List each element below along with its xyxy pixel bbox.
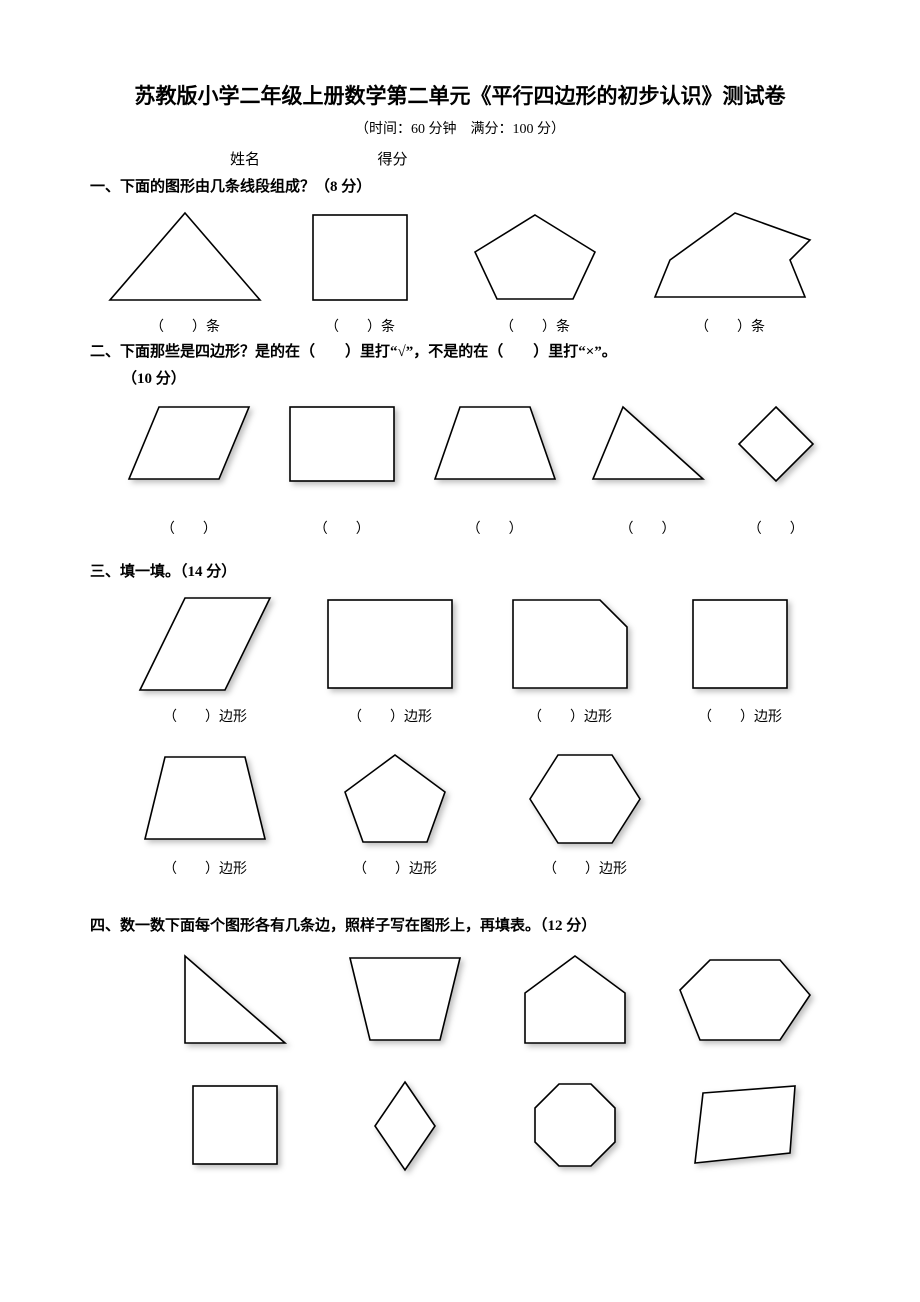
irregular-polygon-shape	[640, 205, 820, 310]
hexagon2-shape	[670, 950, 820, 1050]
square3-shape	[185, 1078, 285, 1173]
s3-label6: （ ）边形	[353, 858, 437, 878]
diamond-shape	[731, 399, 821, 489]
inverted-trapezoid-shape	[340, 950, 470, 1050]
trapezoid-shape	[425, 399, 565, 489]
pentagon2-shape	[335, 747, 455, 852]
square2-shape	[685, 592, 795, 697]
section3-heading: 三、填一填。（14 分）	[90, 560, 830, 581]
section2-heading: 二、下面那些是四边形？是的在（ ）里打“√”，不是的在（ ）里打“×”。	[90, 340, 830, 361]
pentagon-shape	[465, 207, 605, 307]
s2-label5: （ ）	[748, 518, 804, 538]
s3-label5: （ ）边形	[163, 858, 247, 878]
s1-label3: （ ）条	[500, 316, 570, 336]
page-title: 苏教版小学二年级上册数学第二单元《平行四边形的初步认识》测试卷	[90, 80, 830, 110]
tall-diamond-shape	[365, 1076, 445, 1176]
parallelogram-shape	[119, 399, 259, 489]
page-subtitle: （时间：60 分钟 满分：100 分）	[90, 118, 830, 138]
section2-row: （ ） （ ） （ ） （ ） （ ）	[110, 394, 830, 538]
s1-label2: （ ）条	[325, 316, 395, 336]
section1-heading: 一、下面的图形由几条线段组成？（8 分）	[90, 175, 830, 196]
section4-heading: 四、数一数下面每个图形各有几条边，照样子写在图形上，再填表。（12 分）	[90, 914, 830, 935]
section4-row2	[150, 1073, 830, 1178]
s3-label2: （ ）边形	[348, 706, 432, 726]
name-label: 姓名	[230, 148, 260, 169]
s2-label2: （ ）	[314, 518, 370, 538]
pentagon-cut-shape	[505, 592, 635, 697]
trapezoid2-shape	[135, 749, 275, 849]
section3-row2: （ ）边形 （ ）边形 （ ）边形	[110, 744, 830, 878]
triangle-shape	[100, 205, 270, 310]
section4-row1	[150, 945, 830, 1055]
score-label: 得分	[378, 148, 408, 169]
section3-row1: （ ）边形 （ ）边形 （ ）边形 （ ）边形	[110, 587, 830, 726]
s2-label1: （ ）	[161, 518, 217, 538]
right-triangle-shape	[583, 399, 713, 489]
s3-label3: （ ）边形	[528, 706, 612, 726]
s1-label4: （ ）条	[695, 316, 765, 336]
rhombus-shape	[130, 590, 280, 700]
hexagon-shape	[520, 747, 650, 852]
s1-label1: （ ）条	[150, 316, 220, 336]
s2-label4: （ ）	[620, 518, 676, 538]
right-triangle2-shape	[175, 948, 295, 1053]
s3-label4: （ ）边形	[698, 706, 782, 726]
slanted-quadrilateral-shape	[685, 1078, 805, 1173]
house-pentagon-shape	[515, 948, 635, 1053]
section2-heading-sub: （10 分）	[122, 367, 830, 388]
section1-row: （ ）条 （ ）条 （ ）条 （ ）条	[90, 202, 830, 336]
octagon-shape	[525, 1076, 625, 1176]
s3-label7: （ ）边形	[543, 858, 627, 878]
square-shape	[305, 207, 415, 307]
rectangle-shape	[282, 399, 402, 489]
name-line: 姓名 得分	[230, 148, 830, 169]
s2-label3: （ ）	[467, 518, 523, 538]
s3-label1: （ ）边形	[163, 706, 247, 726]
rectangle2-shape	[320, 592, 460, 697]
